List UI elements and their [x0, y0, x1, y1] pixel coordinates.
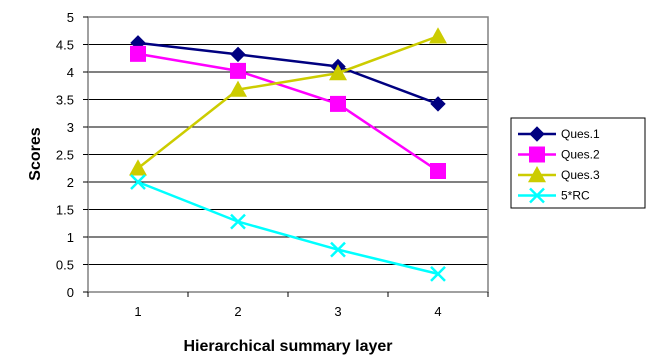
- data-point: [429, 27, 447, 44]
- y-axis: 0 0.5 1 1.5 2 2.5 3 3.5 4 4.5 5: [56, 10, 88, 300]
- y-tick-label: 4.5: [56, 38, 74, 53]
- y-tick-label: 4: [67, 65, 74, 80]
- data-point: [329, 64, 347, 81]
- x-tick-label: 3: [334, 304, 341, 319]
- x-tick-label: 1: [134, 304, 141, 319]
- legend-label: 5*RC: [561, 189, 590, 203]
- legend-item: Ques.2: [518, 146, 600, 163]
- data-point: [330, 95, 346, 112]
- data-point: [130, 45, 146, 62]
- x-tick-label: 4: [434, 304, 441, 319]
- data-point: [230, 46, 246, 63]
- y-axis-title: Scores: [27, 127, 44, 180]
- series-line: [137, 52, 439, 173]
- y-tick-label: 0.5: [56, 258, 74, 273]
- legend-marker: [529, 146, 545, 163]
- series-line: [137, 41, 439, 106]
- data-point: [430, 163, 446, 179]
- data-point: [230, 213, 246, 230]
- data-point: [330, 241, 346, 258]
- x-axis: 1 2 3 4: [87, 292, 489, 319]
- x-axis-title: Hierarchical summary layer: [183, 338, 392, 355]
- y-tick-label: 1: [67, 230, 74, 245]
- x-tick-label: 2: [234, 304, 241, 319]
- data-point: [430, 96, 446, 112]
- y-tick-label: 3.5: [56, 93, 74, 108]
- series-group: [129, 27, 447, 282]
- data-point: [430, 265, 446, 282]
- series-line: [137, 180, 439, 276]
- legend-item: 5*RC: [518, 187, 590, 204]
- legend-item: Ques.3: [518, 166, 600, 183]
- legend-label: Ques.2: [561, 148, 600, 162]
- data-point: [130, 174, 146, 190]
- y-tick-label: 0: [67, 285, 74, 300]
- legend-label: Ques.3: [561, 168, 600, 182]
- y-tick-label: 3: [67, 120, 74, 135]
- legend-marker: [529, 187, 545, 204]
- legend-item: Ques.1: [518, 126, 600, 142]
- series-5-rc: [130, 174, 446, 282]
- data-point: [229, 80, 247, 97]
- gridlines: [88, 44, 488, 265]
- legend-marker: [529, 126, 545, 142]
- y-tick-label: 2.5: [56, 148, 74, 163]
- y-tick-label: 2: [67, 175, 74, 190]
- y-tick-label: 5: [67, 10, 74, 25]
- data-point: [230, 62, 246, 79]
- legend: Ques.1 Ques.2 Ques.3 5*RC: [510, 117, 646, 209]
- legend-label: Ques.1: [561, 127, 600, 141]
- series-ques-2: [130, 45, 446, 179]
- series-line: [137, 35, 439, 170]
- legend-marker: [528, 166, 546, 183]
- series-ques-3: [129, 27, 447, 176]
- data-point: [129, 159, 147, 176]
- y-tick-label: 1.5: [56, 203, 74, 218]
